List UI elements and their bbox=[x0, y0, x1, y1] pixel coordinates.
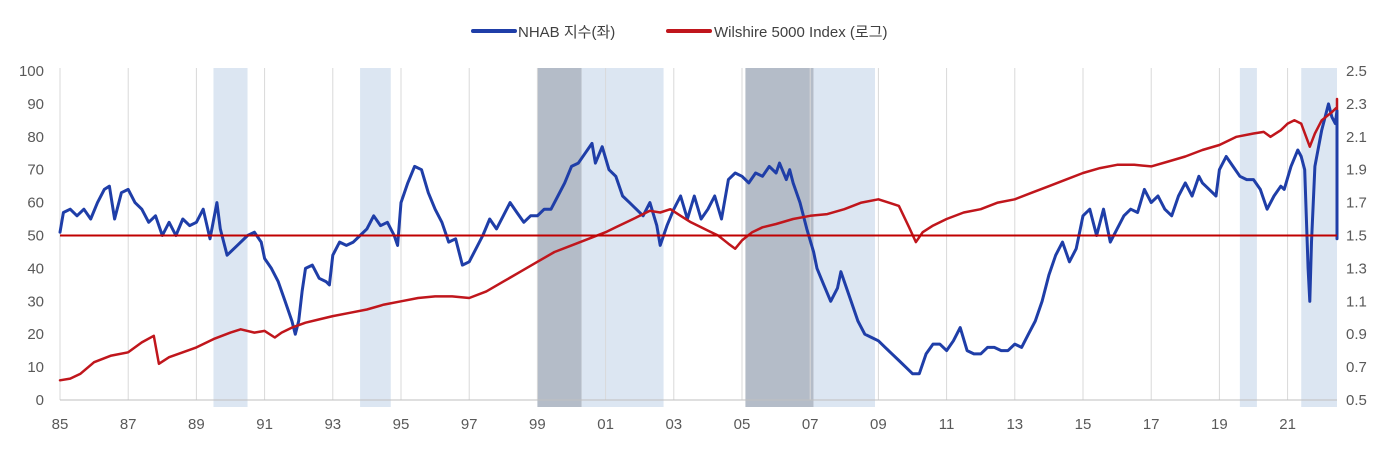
gridlines bbox=[59, 68, 1289, 400]
y-right-tick-label: 1.9 bbox=[1346, 162, 1367, 179]
y-right-tick-label: 2.5 bbox=[1346, 63, 1367, 80]
shaded-periods bbox=[213, 68, 1337, 407]
shaded-period-2 bbox=[537, 68, 582, 407]
x-tick-label: 87 bbox=[120, 416, 137, 433]
y-left-tick-label: 30 bbox=[27, 293, 44, 310]
y-right-tick-label: 0.9 bbox=[1346, 326, 1367, 343]
y-right-tick-label: 1.5 bbox=[1346, 228, 1367, 245]
y-left-tick-label: 50 bbox=[27, 228, 44, 245]
x-tick-label: 01 bbox=[597, 416, 614, 433]
x-tick-label: 99 bbox=[529, 416, 546, 433]
y-right-tick-label: 0.7 bbox=[1346, 359, 1367, 376]
y-left-tick-label: 40 bbox=[27, 260, 44, 277]
x-tick-label: 91 bbox=[256, 416, 273, 433]
x-tick-label: 03 bbox=[665, 416, 682, 433]
x-tick-label: 09 bbox=[870, 416, 887, 433]
x-tick-label: 05 bbox=[734, 416, 751, 433]
x-tick-label: 21 bbox=[1279, 416, 1296, 433]
series-layer bbox=[58, 97, 1339, 382]
x-tick-label: 89 bbox=[188, 416, 205, 433]
x-tick-label: 97 bbox=[461, 416, 478, 433]
y-left-tick-label: 20 bbox=[27, 326, 44, 343]
shaded-period-5 bbox=[813, 68, 875, 407]
y-left-tick-label: 10 bbox=[27, 359, 44, 376]
y-right-tick-label: 1.3 bbox=[1346, 260, 1367, 277]
x-tick-label: 95 bbox=[393, 416, 410, 433]
x-tick-label: 11 bbox=[939, 416, 955, 433]
x-tick-label: 13 bbox=[1006, 416, 1023, 433]
legend-label-wilshire: Wilshire 5000 Index (로그) bbox=[714, 24, 888, 41]
x-tick-label: 15 bbox=[1075, 416, 1092, 433]
x-tick-label: 93 bbox=[324, 416, 341, 433]
y-left-tick-label: 0 bbox=[36, 392, 44, 409]
y-left-tick-label: 80 bbox=[27, 129, 44, 146]
legend: NHAB 지수(좌) Wilshire 5000 Index (로그) bbox=[471, 24, 888, 41]
shaded-period-0 bbox=[213, 68, 248, 407]
shaded-period-4 bbox=[745, 68, 814, 407]
y-right-tick-label: 0.5 bbox=[1346, 392, 1367, 409]
shaded-period-6 bbox=[1239, 68, 1257, 407]
axis-ticks: 01020304050607080901000.50.70.91.11.31.5… bbox=[19, 63, 1367, 433]
y-right-tick-label: 1.1 bbox=[1346, 293, 1367, 310]
x-tick-label: 19 bbox=[1211, 416, 1228, 433]
legend-label-nhab: NHAB 지수(좌) bbox=[518, 24, 615, 41]
y-right-tick-label: 1.7 bbox=[1346, 195, 1367, 212]
y-right-tick-label: 2.1 bbox=[1346, 129, 1367, 146]
x-tick-label: 07 bbox=[802, 416, 819, 433]
y-left-tick-label: 60 bbox=[27, 195, 44, 212]
x-tick-label: 85 bbox=[52, 416, 69, 433]
y-left-tick-label: 100 bbox=[19, 63, 44, 80]
series-line-nhab bbox=[58, 102, 1339, 376]
x-tick-label: 17 bbox=[1143, 416, 1160, 433]
shaded-period-1 bbox=[360, 68, 391, 407]
y-left-tick-label: 70 bbox=[27, 162, 44, 179]
y-right-tick-label: 2.3 bbox=[1346, 96, 1367, 113]
series-line-wilshire bbox=[58, 97, 1339, 382]
y-left-tick-label: 90 bbox=[27, 96, 44, 113]
